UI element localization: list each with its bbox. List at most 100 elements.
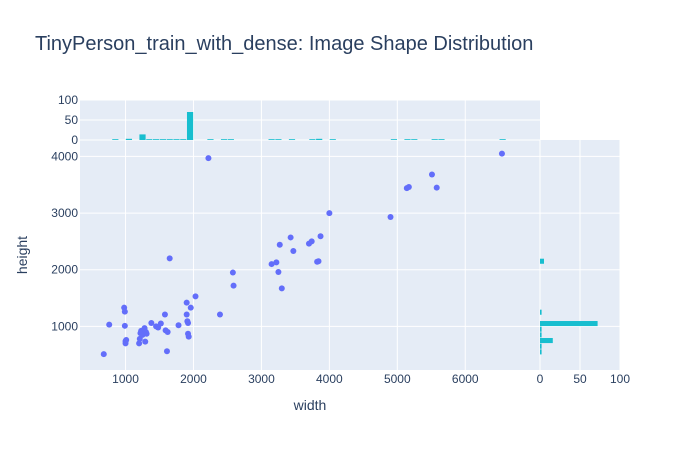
scatter-point (315, 258, 322, 265)
y-hist-bar (540, 338, 553, 344)
scatter-point (287, 234, 294, 241)
scatter-point (183, 311, 190, 318)
scatter-point (161, 311, 168, 318)
scatter-point (317, 233, 324, 240)
scatter-point (278, 285, 285, 292)
scatter-point (166, 255, 173, 262)
x-hist-bar (227, 139, 234, 140)
y-tick-label: 1000 (51, 319, 78, 333)
scatter-point (387, 214, 394, 221)
scatter-point (428, 171, 435, 178)
x-hist-bar (159, 139, 166, 140)
y-hist-bar (540, 326, 542, 332)
top-hist-tick-label: 0 (71, 133, 78, 147)
scatter-point (230, 282, 237, 289)
x-tick-label: 1000 (112, 372, 139, 386)
main-plot-background (80, 140, 540, 370)
x-hist-bar (125, 138, 133, 140)
scatter-point (275, 268, 282, 275)
scatter-point (121, 308, 128, 315)
x-hist-bar (390, 139, 398, 140)
x-hist-bar (220, 139, 228, 140)
scatter-point (164, 329, 171, 336)
x-tick-label: 3000 (248, 372, 275, 386)
y-hist-bar (540, 258, 544, 264)
y-tick-label: 3000 (51, 206, 78, 220)
x-hist-bar (207, 139, 214, 140)
x-tick-label: 5000 (384, 372, 411, 386)
scatter-point (157, 320, 164, 327)
scatter-point (268, 261, 275, 268)
x-hist-bar (268, 139, 275, 140)
right-hist-tick-label: 100 (610, 372, 630, 386)
x-hist-bar (153, 139, 160, 140)
x-hist-bar (275, 139, 282, 140)
right-hist-tick-label: 0 (537, 372, 544, 386)
top-hist-tick-label: 100 (58, 93, 78, 107)
y-tick-label: 4000 (51, 149, 78, 163)
scatter-point (216, 311, 223, 318)
x-hist-bar (404, 139, 411, 140)
scatter-point (142, 338, 149, 345)
tick-labels: 1000 2000 3000 4000 5000 60001000200030004000… (51, 93, 630, 386)
scatter-point (148, 319, 155, 326)
x-marginal-histogram (112, 112, 506, 140)
scatter-point (136, 340, 143, 347)
x-hist-bar (316, 138, 323, 140)
scatter-point (405, 184, 412, 191)
grid-lines (80, 99, 621, 370)
scatter-point (122, 338, 129, 345)
scatter-point (183, 299, 190, 306)
x-hist-bar (146, 139, 153, 140)
scatter-point (106, 321, 113, 328)
x-hist-bar (139, 134, 146, 140)
y-hist-bar (540, 332, 542, 338)
y-tick-label: 2000 (51, 263, 78, 277)
x-hist-bar (112, 139, 119, 140)
right-hist-tick-label: 50 (573, 372, 587, 386)
scatter-point (273, 259, 280, 266)
x-hist-bar (186, 112, 194, 140)
x-tick-label: 6000 (452, 372, 479, 386)
scatter-point (326, 210, 333, 217)
top-hist-tick-label: 50 (65, 113, 79, 127)
scatter-point (276, 241, 283, 248)
scatter-point (205, 155, 212, 162)
chart-title: TinyPerson_train_with_dense: Image Shape… (35, 33, 533, 55)
x-hist-bar (288, 139, 296, 140)
scatter-point (229, 269, 236, 276)
scatter-point (185, 319, 192, 326)
y-hist-bar (540, 349, 542, 355)
x-hist-bar (166, 139, 173, 140)
x-hist-bar (499, 139, 506, 140)
y-hist-bar (540, 309, 542, 315)
scatter-point (187, 304, 194, 311)
scatter-point (163, 348, 170, 355)
scatter-point (290, 248, 297, 255)
x-hist-bar (438, 139, 445, 140)
x-hist-bar (431, 139, 438, 140)
y-axis-label: height (14, 236, 30, 274)
y-hist-bar (540, 321, 598, 327)
x-hist-bar (329, 139, 336, 140)
x-tick-label: 2000 (180, 372, 207, 386)
scatter-points (100, 150, 505, 358)
y-marginal-histogram (540, 258, 598, 355)
scatter-point (185, 333, 192, 340)
scatter-point (175, 322, 182, 329)
x-hist-bar (180, 139, 187, 140)
x-tick-label: 4000 (316, 372, 343, 386)
scatter-point (143, 330, 150, 337)
scatter-point (498, 150, 505, 157)
scatter-point (308, 238, 315, 245)
scatter-point (100, 351, 107, 358)
y-hist-bar (540, 343, 542, 349)
x-hist-bar (411, 139, 418, 140)
scatter-point (433, 184, 440, 191)
x-axis-label: width (293, 397, 327, 413)
scatter-point (192, 293, 199, 300)
scatter-point (121, 322, 128, 329)
x-hist-bar (173, 139, 180, 140)
